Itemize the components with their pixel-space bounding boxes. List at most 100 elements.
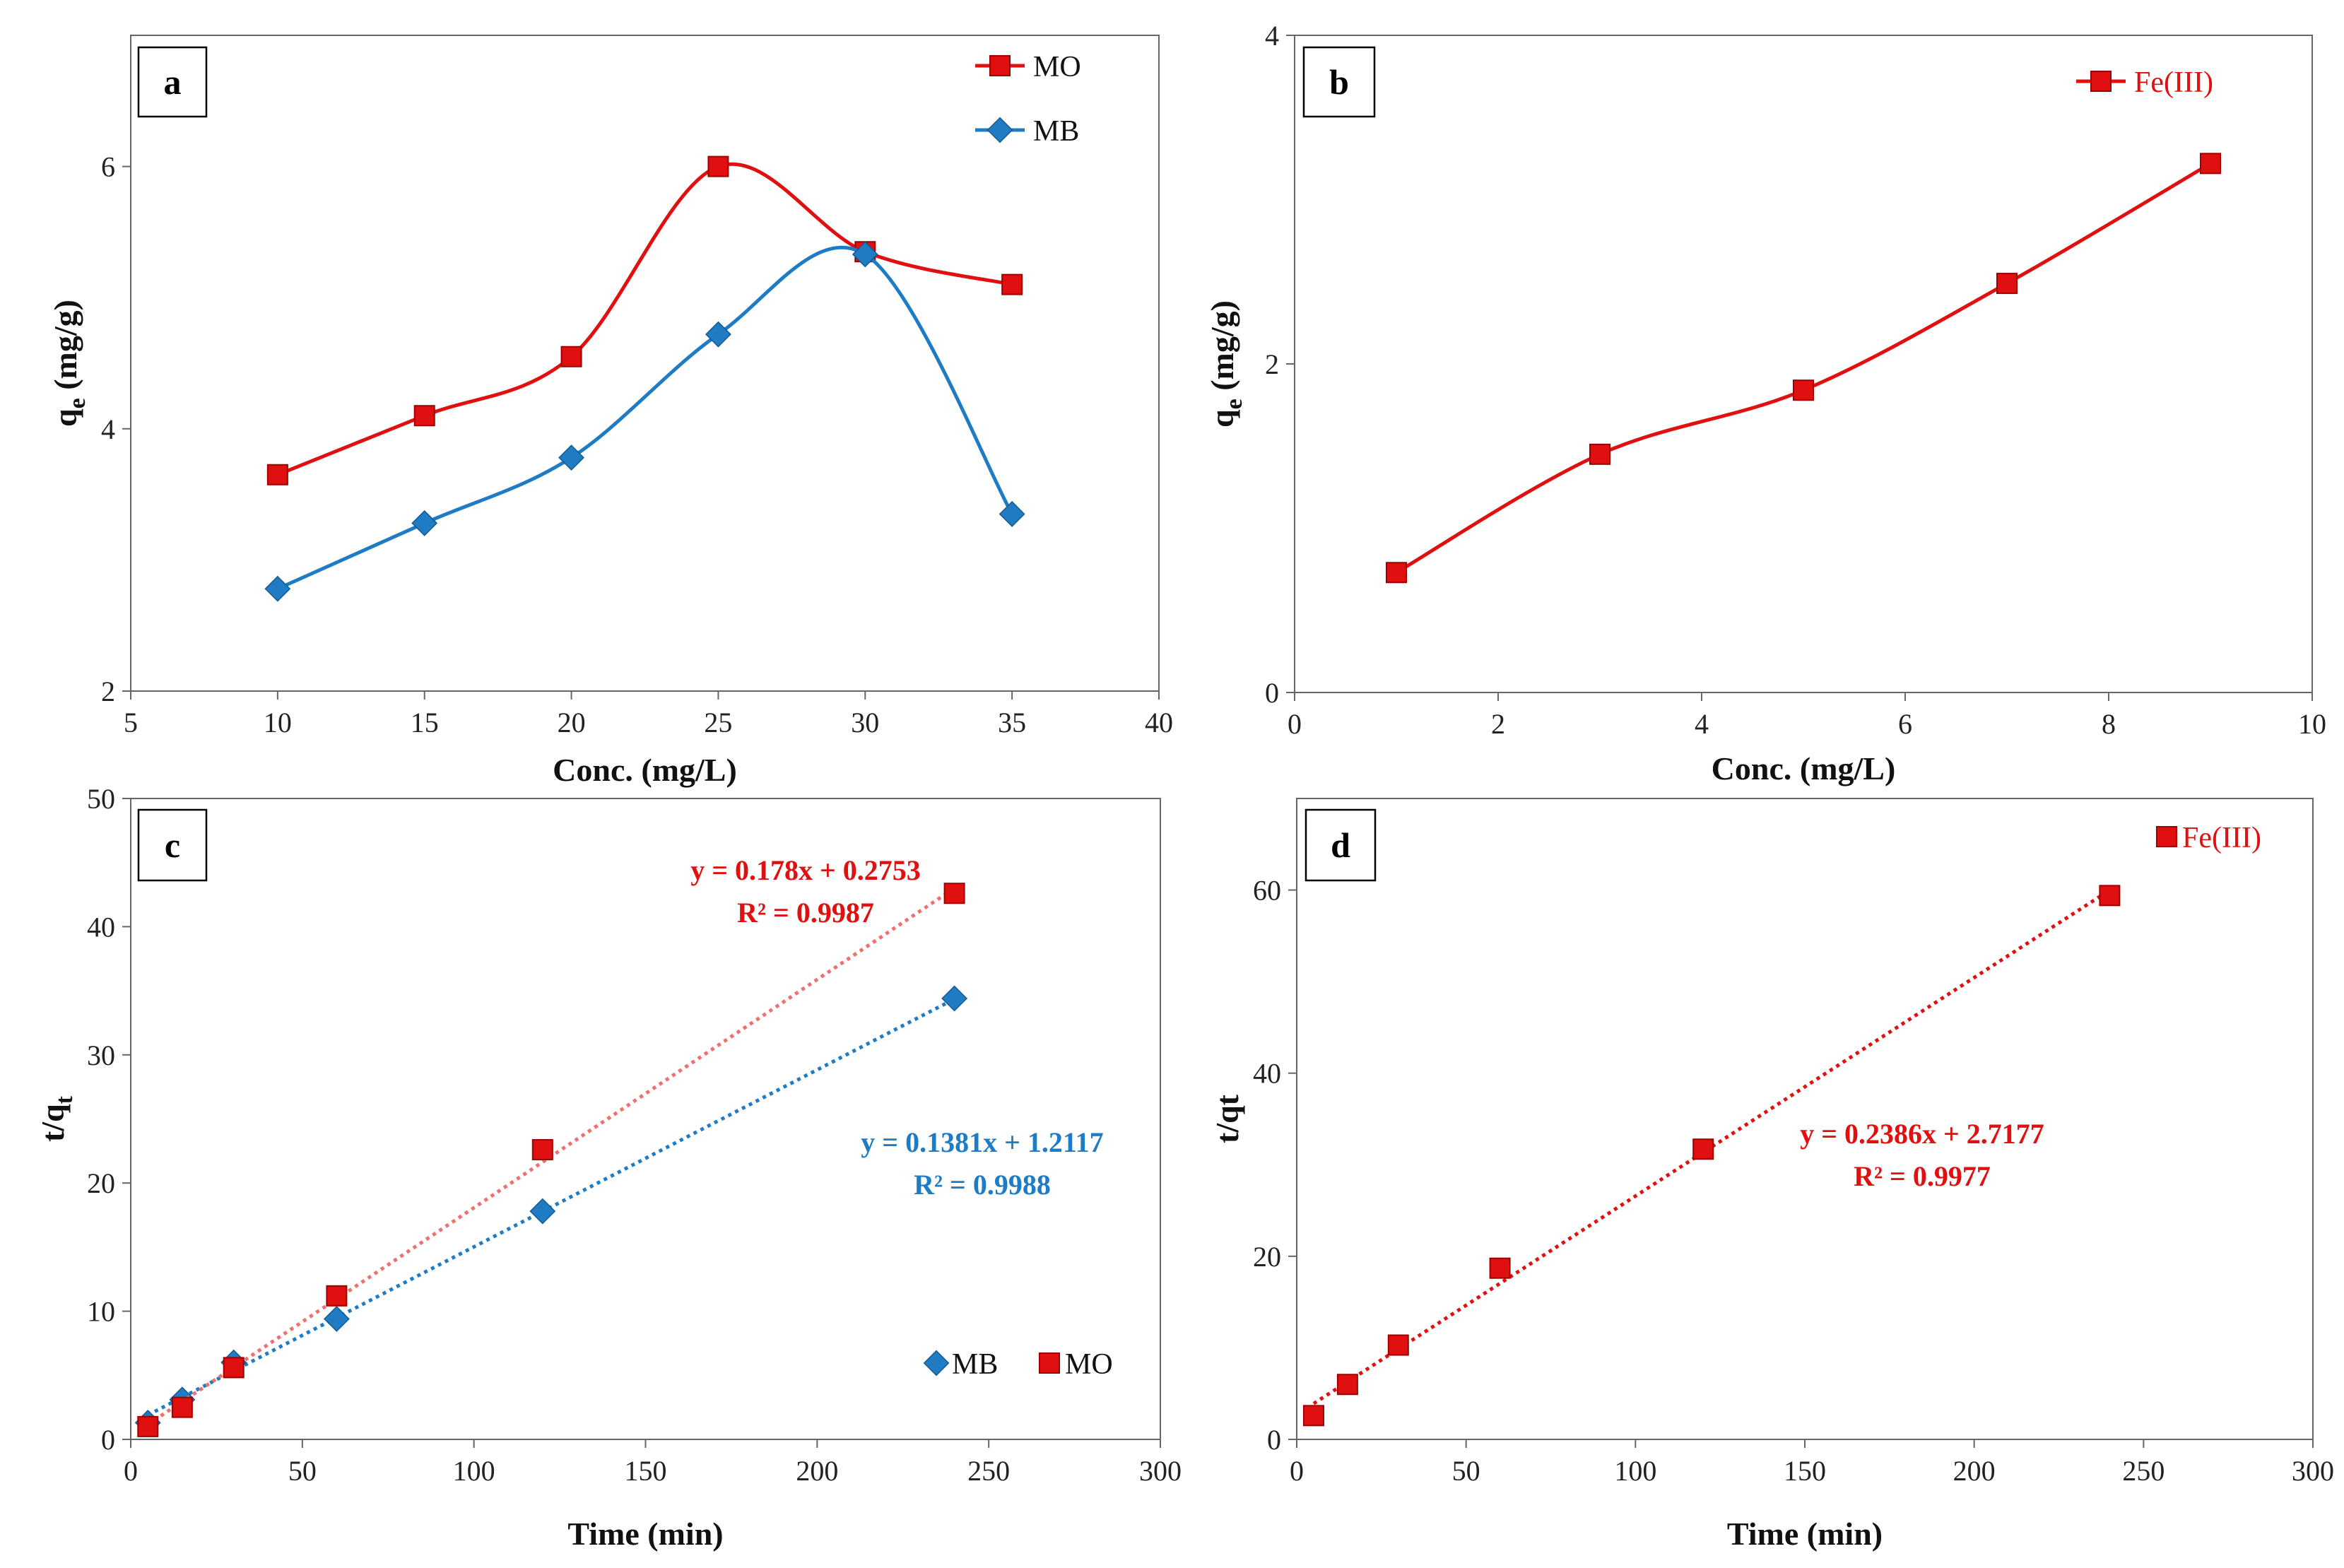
data-point	[266, 464, 288, 485]
x-tick-label: 8	[2102, 708, 2116, 740]
y-tick-label: 6	[101, 151, 115, 183]
x-tick-label: 250	[967, 1455, 1010, 1487]
x-tick-label: 10	[264, 707, 292, 738]
data-point	[2200, 153, 2221, 175]
y-tick-label: 10	[87, 1296, 115, 1328]
x-tick-label: 50	[288, 1455, 317, 1487]
data-point	[1692, 1138, 1714, 1160]
data-point	[411, 510, 438, 536]
y-axis-title-units: (mg/g)	[1204, 300, 1240, 399]
trendline	[1312, 888, 2111, 1405]
x-tick-label: 200	[796, 1455, 838, 1487]
y-tick-label: 40	[1253, 1058, 1281, 1090]
legend-marker	[1039, 1352, 1060, 1374]
series-mo	[266, 155, 1023, 485]
data-point	[2099, 885, 2121, 907]
x-tick-label: 40	[1145, 707, 1173, 738]
plot-area-frame	[1294, 35, 2313, 693]
y-axis-title: t/qt	[1209, 1094, 1245, 1143]
x-tick-label: 0	[1288, 708, 1302, 740]
data-point	[1001, 273, 1023, 295]
panel-c: 0 50 100 150 200 250 300 0 10 20 30 40 50 Time (min) t…	[35, 783, 1182, 1552]
x-tick-label: 6	[1898, 708, 1912, 740]
y-tick-label: 2	[101, 676, 115, 707]
y-tick-label: 0	[1267, 1424, 1281, 1456]
y-tick-label: 4	[1265, 20, 1279, 52]
y-axis-title-units: (mg/g)	[47, 300, 83, 398]
x-tick-label: 5	[124, 707, 138, 738]
legend-label: Fe(III)	[2134, 66, 2213, 99]
data-point	[1336, 1374, 1358, 1396]
data-point	[223, 1357, 245, 1379]
y-axis-title-main: q	[47, 408, 83, 427]
x-tick-label: 2	[1491, 708, 1505, 740]
data-point	[1302, 1405, 1324, 1427]
panel-letter: a	[164, 62, 182, 102]
legend-marker	[2156, 826, 2177, 847]
legend-label: MO	[1065, 1348, 1113, 1381]
panel-letter: b	[1329, 62, 1349, 102]
x-tick-label: 0	[1290, 1455, 1304, 1487]
data-point	[171, 1396, 193, 1418]
data-point	[1489, 1257, 1511, 1279]
data-point	[137, 1415, 159, 1437]
x-tick-label: 20	[558, 707, 586, 738]
fit-equation: y = 0.178x + 0.2753	[690, 854, 921, 886]
legend-marker	[987, 117, 1013, 143]
plot-area-frame	[130, 35, 1160, 692]
x-tick-label: 30	[851, 707, 879, 738]
series-mb	[264, 241, 1025, 602]
x-tick-label: 100	[453, 1455, 495, 1487]
data-point	[1793, 379, 1814, 401]
data-point	[852, 241, 878, 268]
y-axis-title-subscript: t	[52, 1095, 78, 1104]
data-point	[323, 1306, 350, 1332]
data-point	[1387, 1334, 1409, 1356]
data-point	[529, 1198, 556, 1225]
y-tick-label: 20	[1253, 1241, 1281, 1273]
series-mo	[137, 883, 965, 1437]
y-tick-label: 30	[87, 1039, 115, 1071]
fit-r-squared: R² = 0.9987	[737, 897, 874, 929]
series-line	[276, 162, 1013, 477]
data-point	[531, 1139, 553, 1161]
series-fe-iii	[1302, 885, 2121, 1427]
x-axis-title: Conc. (mg/L)	[553, 752, 737, 788]
x-tick-label: 250	[2122, 1455, 2165, 1487]
series-line	[276, 245, 1014, 591]
x-tick-label: 300	[1139, 1455, 1182, 1487]
x-tick-label: 100	[1614, 1455, 1656, 1487]
y-tick-label: 50	[87, 783, 115, 815]
legend-marker	[989, 55, 1011, 76]
legend-label: MB	[952, 1348, 998, 1381]
panel-d: 0 50 100 150 200 250 300 0 20 40 60 Time (min) t/qt d…	[1209, 798, 2334, 1552]
x-tick-label: 35	[998, 707, 1026, 738]
series-fe-iii	[1386, 153, 2221, 584]
y-axis-title-subscript: e	[1221, 399, 1247, 409]
y-axis-title-main: t/q	[35, 1104, 71, 1142]
data-point	[326, 1285, 348, 1307]
x-tick-label: 10	[2298, 708, 2326, 740]
y-axis-title-subscript: e	[64, 398, 90, 408]
y-tick-label: 40	[87, 911, 115, 943]
x-axis-title: Time (min)	[1727, 1516, 1883, 1552]
data-point	[413, 405, 435, 427]
y-axis-title: qe (mg/g)	[1204, 300, 1247, 428]
data-point	[705, 321, 731, 348]
panel-letter-box	[1304, 808, 1377, 882]
y-tick-label: 60	[1253, 875, 1281, 907]
data-point	[1589, 443, 1610, 465]
y-tick-label: 20	[87, 1167, 115, 1199]
data-point	[999, 501, 1025, 527]
x-tick-label: 200	[1953, 1455, 1996, 1487]
x-axis-title: Conc. (mg/L)	[1712, 750, 1896, 786]
y-tick-label: 0	[1265, 677, 1279, 709]
fit-r-squared: R² = 0.9988	[914, 1169, 1051, 1201]
panel-letter-box	[137, 808, 208, 882]
x-tick-label: 25	[704, 707, 732, 738]
fit-r-squared: R² = 0.9977	[1854, 1160, 1991, 1192]
data-point	[560, 346, 582, 367]
x-tick-label: 150	[625, 1455, 667, 1487]
y-tick-label: 0	[101, 1424, 115, 1456]
panel-letter: c	[165, 825, 180, 865]
